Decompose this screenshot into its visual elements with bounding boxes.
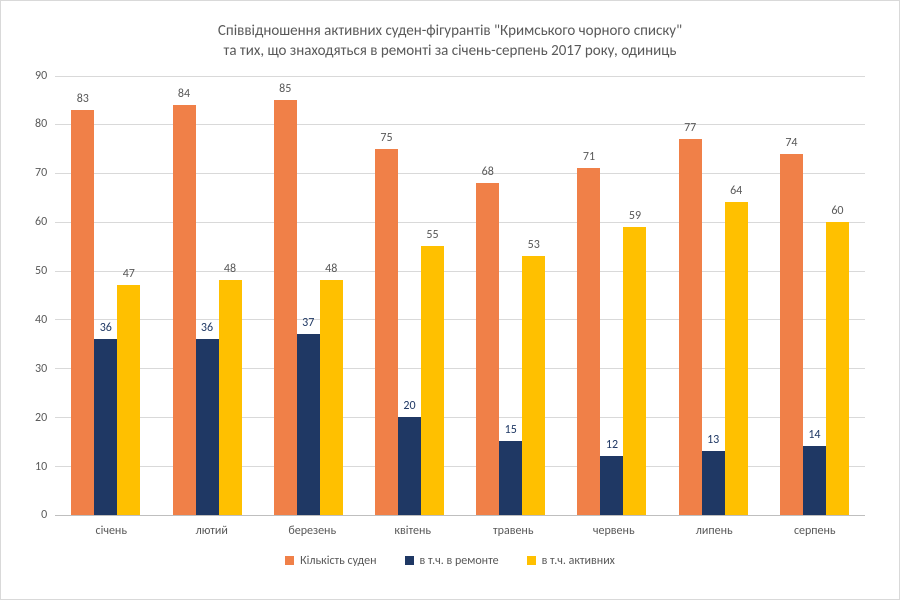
bar-value-label: 59	[629, 209, 641, 223]
bar-value-label: 37	[302, 316, 314, 330]
bar: 37	[297, 334, 320, 514]
x-axis-label: серпень	[765, 524, 866, 538]
bar: 13	[702, 451, 725, 514]
bar: 59	[623, 227, 646, 515]
bar-group: 833647	[55, 76, 156, 515]
bar-value-label: 84	[178, 87, 190, 101]
bar-group: 771364	[663, 76, 764, 515]
bar-value-label: 85	[279, 82, 291, 96]
x-axis-label: червень	[564, 524, 665, 538]
bar-value-label: 53	[528, 238, 540, 252]
chart-container: Співвідношення активних суден-фігурантів…	[0, 0, 900, 600]
plot-area: 8336478436488537487520556815537112597713…	[55, 76, 865, 516]
bar: 84	[173, 105, 196, 515]
bar-value-label: 20	[403, 399, 415, 413]
legend-swatch	[405, 556, 414, 565]
bar-value-label: 13	[707, 433, 719, 447]
bar-value-label: 12	[606, 438, 618, 452]
bar: 85	[274, 100, 297, 515]
legend-item: Кількість суден	[285, 554, 376, 568]
bar: 12	[600, 456, 623, 515]
bar-value-label: 47	[123, 267, 135, 281]
bar-value-label: 68	[482, 165, 494, 179]
x-axis-label: лютий	[162, 524, 263, 538]
bar: 20	[398, 417, 421, 515]
bar: 53	[522, 256, 545, 515]
legend-label: в т.ч. в ремонте	[420, 554, 499, 568]
bar-value-label: 74	[785, 136, 797, 150]
chart-title-line1: Співвідношення активних суден-фігурантів…	[218, 22, 682, 40]
bar: 55	[421, 246, 444, 514]
bar-value-label: 48	[325, 262, 337, 276]
bar-value-label: 60	[831, 204, 843, 218]
legend-item: в т.ч. активних	[527, 554, 615, 568]
bar: 48	[320, 280, 343, 514]
bar-value-label: 64	[730, 184, 742, 198]
bar-group: 741460	[764, 76, 865, 515]
bar: 71	[577, 168, 600, 514]
bar: 75	[375, 149, 398, 515]
bar-value-label: 55	[426, 228, 438, 242]
bar-group: 853748	[258, 76, 359, 515]
x-axis-label: квітень	[363, 524, 464, 538]
bar: 77	[679, 139, 702, 515]
bar-value-label: 48	[224, 262, 236, 276]
bar-value-label: 14	[808, 428, 820, 442]
chart-title-line2: та тих, що знаходяться в ремонті за січе…	[224, 42, 677, 60]
bar-value-label: 77	[684, 121, 696, 135]
bar: 14	[803, 446, 826, 514]
x-axis: січеньлютийберезеньквітеньтравеньчервень…	[61, 516, 865, 538]
x-axis-label: січень	[61, 524, 162, 538]
bar: 36	[94, 339, 117, 515]
plot-wrapper: 9080706050403020100 83364784364885374875…	[35, 76, 865, 516]
bar: 36	[196, 339, 219, 515]
bar: 15	[499, 441, 522, 514]
bar: 64	[725, 202, 748, 514]
legend: Кількість суден в т.ч. в ремонте в т.ч. ак…	[35, 554, 865, 568]
bar-group: 681553	[460, 76, 561, 515]
bar-value-label: 15	[505, 423, 517, 437]
bar-value-label: 36	[201, 321, 213, 335]
bar: 60	[826, 222, 849, 515]
bar: 68	[476, 183, 499, 515]
bar-value-label: 71	[583, 150, 595, 164]
legend-swatch	[285, 556, 294, 565]
y-axis: 9080706050403020100	[35, 76, 55, 516]
bar-value-label: 75	[380, 131, 392, 145]
bar-group: 752055	[359, 76, 460, 515]
legend-item: в т.ч. в ремонте	[405, 554, 499, 568]
bar: 74	[780, 154, 803, 515]
bar-group: 711259	[561, 76, 662, 515]
x-axis-label: липень	[664, 524, 765, 538]
legend-label: Кількість суден	[300, 554, 376, 568]
bar: 48	[219, 280, 242, 514]
x-axis-label: березень	[262, 524, 363, 538]
bar: 83	[71, 110, 94, 515]
bar-group: 843648	[156, 76, 257, 515]
bar: 47	[117, 285, 140, 514]
x-axis-label: травень	[463, 524, 564, 538]
legend-label: в т.ч. активних	[542, 554, 615, 568]
legend-swatch	[527, 556, 536, 565]
chart-title: Співвідношення активних суден-фігурантів…	[35, 21, 865, 62]
bar-value-label: 36	[100, 321, 112, 335]
bar-value-label: 83	[77, 92, 89, 106]
